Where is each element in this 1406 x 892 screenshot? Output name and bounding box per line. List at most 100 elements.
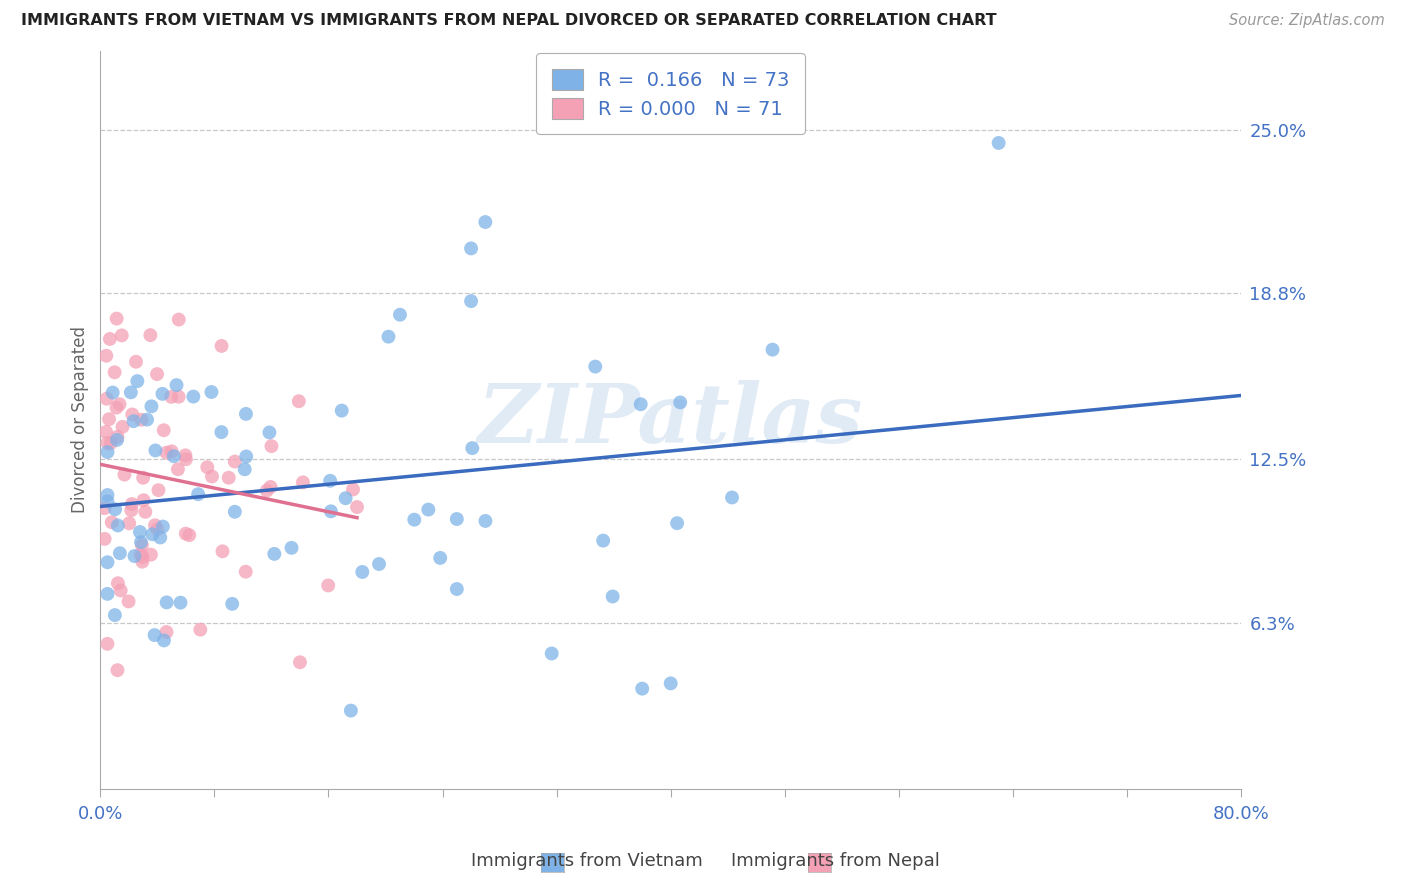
Point xyxy=(630,397,652,411)
Point xyxy=(155,445,177,459)
Point xyxy=(235,565,257,579)
Point xyxy=(101,385,124,400)
Text: Immigrants from Vietnam: Immigrants from Vietnam xyxy=(471,852,703,870)
Point xyxy=(288,655,311,669)
Point xyxy=(110,583,132,598)
Point xyxy=(122,414,145,428)
Text: Immigrants from Nepal: Immigrants from Nepal xyxy=(731,852,941,870)
Point xyxy=(319,474,342,488)
Point xyxy=(218,471,240,485)
Point xyxy=(446,512,468,526)
Point xyxy=(235,407,257,421)
Point xyxy=(98,412,121,426)
Point xyxy=(131,555,153,569)
Point xyxy=(96,435,118,450)
Point xyxy=(330,403,353,417)
Point xyxy=(166,378,188,392)
Point xyxy=(259,480,281,494)
Legend: R =  0.166   N = 73, R = 0.000   N = 71: R = 0.166 N = 73, R = 0.000 N = 71 xyxy=(536,53,806,135)
Point xyxy=(93,501,115,516)
Point xyxy=(340,704,363,718)
Point xyxy=(141,400,163,414)
Point xyxy=(195,460,218,475)
Point xyxy=(260,439,283,453)
Point xyxy=(96,494,118,508)
Point xyxy=(134,505,156,519)
Point xyxy=(583,359,606,374)
Point xyxy=(94,425,117,439)
Point xyxy=(167,312,190,326)
Point xyxy=(160,444,183,458)
Point xyxy=(377,329,399,343)
Point xyxy=(132,493,155,508)
Text: Source: ZipAtlas.com: Source: ZipAtlas.com xyxy=(1229,13,1385,29)
Point xyxy=(129,548,152,562)
Point xyxy=(152,519,174,533)
Point xyxy=(117,594,139,608)
Point xyxy=(659,676,682,690)
Point xyxy=(93,532,115,546)
Point xyxy=(187,487,209,501)
Point xyxy=(105,311,128,326)
Point xyxy=(111,419,134,434)
Point xyxy=(256,483,278,498)
Point xyxy=(211,544,233,558)
Point xyxy=(125,355,148,369)
Point xyxy=(107,518,129,533)
Point xyxy=(108,397,131,411)
Point xyxy=(418,502,440,516)
Point xyxy=(342,483,364,497)
Point xyxy=(592,533,614,548)
Point xyxy=(721,491,744,505)
Point xyxy=(131,413,153,427)
Point xyxy=(143,628,166,642)
Point xyxy=(107,663,129,677)
Point xyxy=(96,445,118,459)
Point xyxy=(183,390,205,404)
Point xyxy=(319,504,342,518)
Point xyxy=(120,385,142,400)
Point xyxy=(602,590,624,604)
Point xyxy=(987,136,1010,150)
Point xyxy=(460,241,482,255)
Point xyxy=(139,328,162,343)
Point xyxy=(156,595,179,609)
Point xyxy=(259,425,281,440)
Point xyxy=(146,367,169,381)
Point xyxy=(335,491,357,506)
Point xyxy=(96,392,118,406)
Point xyxy=(100,516,122,530)
Point xyxy=(149,531,172,545)
Point xyxy=(96,555,118,569)
Point xyxy=(129,524,152,539)
Point xyxy=(104,608,127,623)
Point xyxy=(104,502,127,516)
Text: IMMIGRANTS FROM VIETNAM VS IMMIGRANTS FROM NEPAL DIVORCED OR SEPARATED CORRELATI: IMMIGRANTS FROM VIETNAM VS IMMIGRANTS FR… xyxy=(21,13,997,29)
Point xyxy=(96,587,118,601)
Point xyxy=(141,527,163,541)
Point xyxy=(107,576,129,591)
Point xyxy=(105,401,128,415)
Point xyxy=(167,390,190,404)
Point xyxy=(221,597,243,611)
Point xyxy=(174,448,197,462)
Point xyxy=(174,452,197,467)
Point xyxy=(152,423,174,437)
Point xyxy=(148,483,170,498)
Point xyxy=(174,526,197,541)
Point xyxy=(167,462,190,476)
Point xyxy=(201,469,224,483)
Point xyxy=(107,430,129,444)
Point xyxy=(224,505,246,519)
Point xyxy=(131,538,153,552)
Point xyxy=(446,582,468,596)
Point xyxy=(96,488,118,502)
Point xyxy=(139,548,162,562)
Point xyxy=(291,475,314,490)
Point xyxy=(263,547,285,561)
Point xyxy=(98,332,121,346)
Point xyxy=(96,349,118,363)
Point xyxy=(368,557,391,571)
Point xyxy=(209,425,232,439)
Point xyxy=(124,549,146,563)
